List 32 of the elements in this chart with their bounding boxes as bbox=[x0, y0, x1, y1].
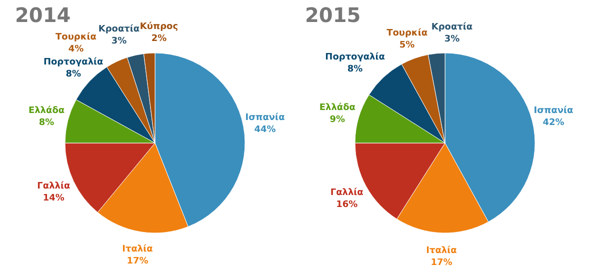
data-label: 16% bbox=[336, 200, 358, 210]
slice-label: Γαλλία bbox=[37, 180, 70, 192]
data-label: 3% bbox=[111, 36, 127, 47]
data-label: 5% bbox=[399, 40, 415, 51]
data-label: 8% bbox=[66, 69, 81, 80]
data-label: 2% bbox=[151, 34, 167, 44]
chart-title: 2015 bbox=[305, 3, 361, 27]
slice-label: Ισπανία bbox=[534, 105, 574, 116]
slice-label: Κύπρος bbox=[140, 21, 178, 32]
slice-label: Ελλάδα bbox=[28, 105, 65, 116]
data-label: 9% bbox=[330, 114, 346, 125]
data-label: 14% bbox=[42, 194, 64, 204]
slice-label: Τουρκία bbox=[386, 28, 428, 39]
slice-label: Κροατία bbox=[98, 24, 140, 35]
slice-label: Κροατία bbox=[431, 21, 473, 32]
slice-label: Ελλάδα bbox=[319, 102, 356, 113]
slice-label: Γαλλία bbox=[330, 186, 364, 198]
slice-label: Πορτογαλία bbox=[43, 56, 104, 68]
data-label: 3% bbox=[444, 34, 460, 44]
data-label: 17% bbox=[126, 256, 148, 267]
data-label: 4% bbox=[68, 44, 84, 55]
slice-label: Πορτογαλία bbox=[325, 51, 385, 62]
slice-label: Ισπανία bbox=[245, 112, 285, 124]
data-label: 17% bbox=[430, 258, 452, 268]
chart-title: 2014 bbox=[15, 3, 71, 27]
data-label: 44% bbox=[254, 125, 276, 136]
slice-label: Ιταλία bbox=[122, 244, 153, 255]
data-label: 42% bbox=[542, 118, 564, 128]
data-label: 8% bbox=[38, 118, 54, 128]
data-label: 8% bbox=[347, 64, 363, 74]
slice-label: Τουρκία bbox=[56, 32, 96, 43]
slice-label: Ιταλία bbox=[426, 244, 457, 256]
